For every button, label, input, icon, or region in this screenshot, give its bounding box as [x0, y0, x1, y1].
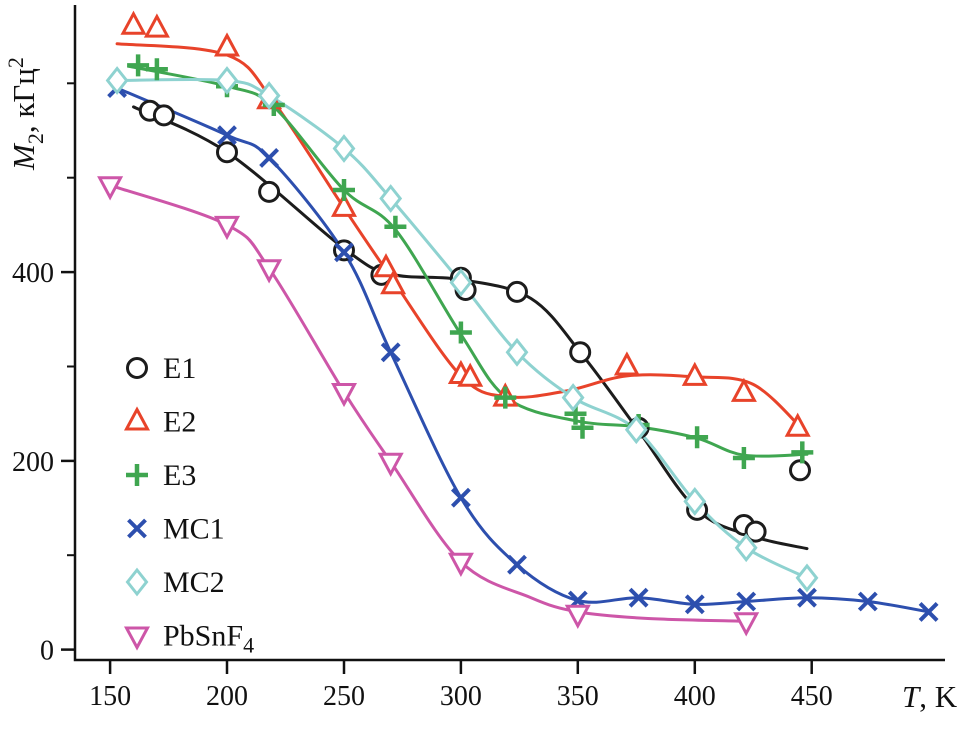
marker-PbSnF	[733, 612, 760, 637]
marker-MC2	[561, 383, 585, 413]
marker-E1	[789, 459, 811, 482]
x-axis-label: T, K	[902, 679, 958, 714]
marker-E2	[784, 412, 811, 437]
marker-E3	[494, 386, 517, 409]
marker-PbSnF	[330, 383, 358, 408]
marker-E2	[613, 351, 640, 376]
marker-E1	[216, 141, 238, 164]
marker-E3	[571, 416, 594, 439]
legend-item-E1: E1	[126, 352, 196, 385]
y-tick-label: 400	[12, 258, 54, 289]
axes: 150 200 250 300 350 400 450 0 200 400	[12, 5, 945, 712]
marker-E3	[384, 215, 407, 238]
marker-MC2	[734, 533, 758, 563]
marker-E2	[730, 377, 757, 402]
marker-MC2	[795, 563, 819, 593]
marker-MC1	[857, 591, 878, 612]
marker-E1	[744, 520, 767, 543]
marker-E3	[732, 447, 755, 469]
marker-MC2	[624, 415, 648, 445]
legend-marker-PbSnF	[123, 626, 151, 651]
marker-MC1	[918, 601, 939, 622]
legend-label-PbSnF: PbSnF4	[163, 620, 254, 658]
legend-label-MC1: MC1	[163, 513, 225, 546]
marker-E2	[457, 362, 484, 387]
marker-PbSnF	[564, 604, 591, 629]
marker-PbSnF	[377, 452, 404, 477]
legend-label-E1: E1	[163, 352, 196, 385]
x-tick-label: 250	[323, 681, 365, 712]
marker-E1	[569, 341, 592, 364]
marker-E1	[506, 280, 528, 303]
marker-MC1	[736, 591, 757, 612]
x-tick-label: 450	[791, 681, 833, 712]
marker-MC2	[683, 486, 707, 516]
marker-PbSnF	[97, 176, 124, 201]
marker-MC1	[217, 125, 237, 146]
marker-E2	[213, 32, 241, 57]
marker-MC1	[334, 242, 354, 263]
marker-E3	[333, 179, 355, 201]
x-tick-label: 300	[440, 681, 482, 712]
marker-MC1	[628, 587, 649, 608]
legend-item-MC2: MC2	[125, 566, 225, 599]
series-PbSnF-markers	[97, 176, 760, 637]
legend-item-E3: E3	[126, 459, 196, 492]
marker-PbSnF	[256, 259, 283, 284]
y-tick-label: 0	[40, 636, 54, 667]
marker-MC2	[105, 66, 129, 95]
marker-E2	[380, 270, 407, 295]
x-tick-label: 150	[89, 681, 131, 712]
marker-PbSnF	[447, 552, 474, 577]
marker-E2	[681, 361, 708, 386]
marker-E3	[449, 321, 472, 344]
marker-MC2	[505, 337, 529, 367]
series-MC2-markers	[105, 66, 819, 593]
marker-E1	[152, 104, 175, 127]
legend-item-PbSnF: PbSnF4	[123, 620, 254, 658]
axis-lines	[73, 5, 945, 662]
legend-marker-MC1	[127, 518, 147, 539]
legend-item-MC1: MC1	[127, 513, 225, 546]
marker-MC2	[332, 134, 356, 163]
marker-MC2	[379, 184, 403, 213]
marker-E3	[145, 58, 168, 81]
x-tick-label: 350	[557, 681, 599, 712]
x-tick-label: 400	[674, 681, 716, 712]
marker-MC1	[259, 147, 280, 168]
marker-E3	[791, 441, 814, 464]
marker-E3	[127, 54, 150, 77]
marker-E1	[258, 180, 281, 203]
marker-MC1	[380, 342, 401, 363]
marker-E2	[120, 10, 147, 35]
marker-E3	[686, 426, 709, 449]
legend-marker-MC2	[125, 567, 149, 597]
marker-E2	[143, 13, 170, 38]
legend-item-E2: E2	[123, 406, 196, 439]
legend-label-E3: E3	[163, 459, 196, 492]
legend-marker-E3	[126, 464, 148, 486]
marker-MC2	[215, 66, 239, 95]
legend-label-E2: E2	[163, 406, 196, 439]
marker-MC1	[507, 554, 527, 575]
marker-PbSnF	[213, 215, 241, 241]
y-axis-label: M2, кГц2	[3, 57, 48, 171]
legend: E1 E2 E3 MC1 MC2 PbSnF4	[123, 352, 254, 658]
legend-marker-E1	[126, 357, 148, 379]
series-PbSnF-curve	[108, 183, 748, 623]
legend-label-MC2: MC2	[163, 566, 225, 599]
series-markers	[97, 10, 939, 637]
marker-MC1	[797, 587, 817, 608]
x-tick-label: 200	[206, 681, 248, 712]
marker-MC1	[684, 594, 705, 615]
marker-E2	[372, 253, 400, 278]
marker-E2	[330, 192, 358, 217]
marker-MC1	[450, 487, 471, 508]
legend-marker-E2	[123, 406, 151, 431]
y-tick-label: 200	[12, 447, 54, 478]
marker-MC2	[257, 81, 281, 111]
marker-MC2	[449, 268, 473, 297]
